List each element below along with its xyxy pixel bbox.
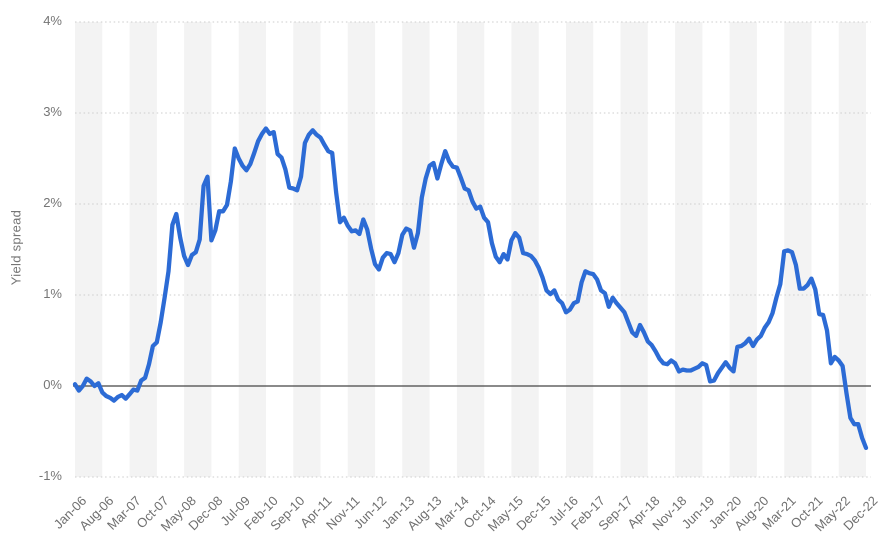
background-band xyxy=(511,22,539,477)
background-band xyxy=(729,22,757,477)
background-band xyxy=(838,22,866,477)
background-band xyxy=(75,22,103,477)
background-band xyxy=(566,22,594,477)
y-tick-label: 3% xyxy=(43,104,62,119)
background-band xyxy=(456,22,485,477)
y-tick-label: 2% xyxy=(43,195,62,210)
y-tick-label: 4% xyxy=(43,13,62,28)
background-band xyxy=(129,22,157,477)
background-band xyxy=(293,22,321,477)
y-tick-label: 1% xyxy=(43,286,62,301)
background-band xyxy=(402,22,430,477)
background-band xyxy=(238,22,266,477)
y-tick-label: 0% xyxy=(43,377,62,392)
y-tick-label: -1% xyxy=(38,468,62,483)
yield-spread-series-line xyxy=(72,126,869,451)
background-band xyxy=(675,22,703,477)
background-band xyxy=(620,22,648,477)
